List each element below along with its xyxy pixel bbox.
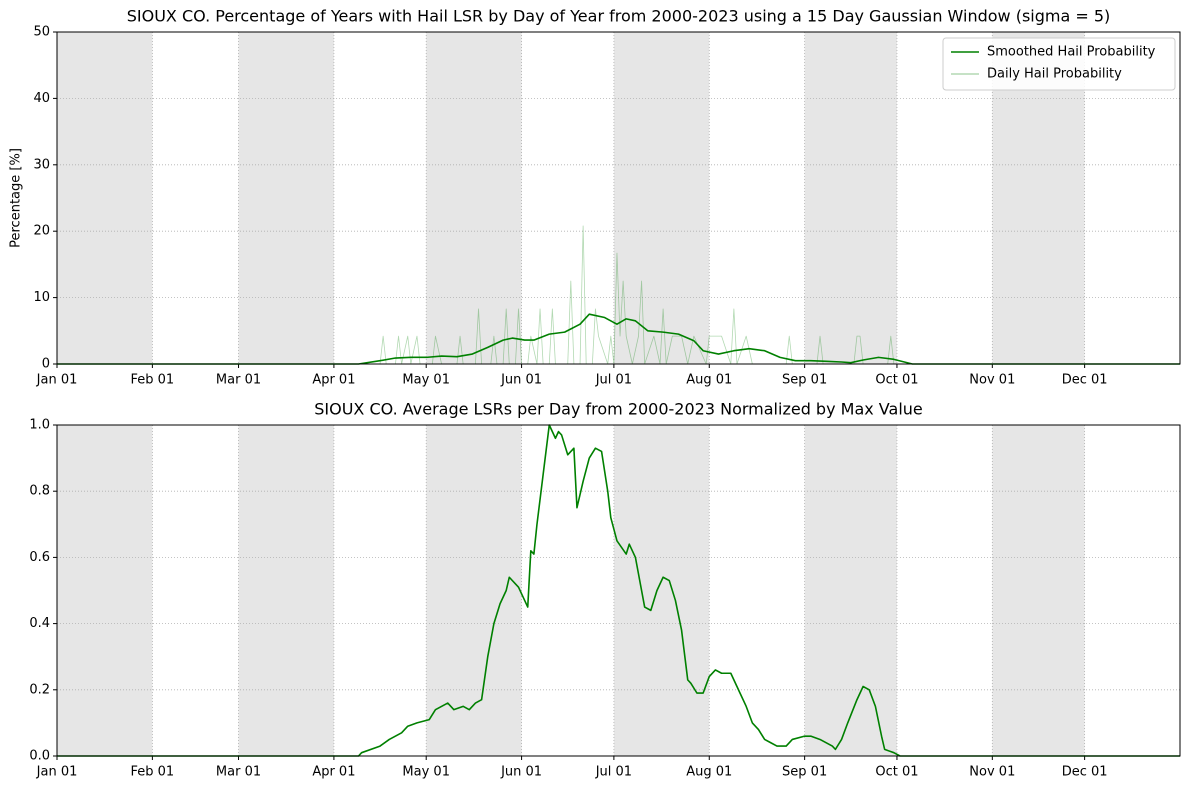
x-tick-label: May 01 bbox=[402, 373, 450, 388]
y-tick-label: 50 bbox=[33, 25, 50, 40]
x-tick-label: Dec 01 bbox=[1062, 373, 1108, 388]
month-shade bbox=[613, 425, 710, 756]
x-tick-label: Dec 01 bbox=[1062, 765, 1108, 780]
x-tick-label: Feb 01 bbox=[131, 373, 175, 388]
y-tick-label: 0 bbox=[42, 357, 50, 372]
x-tick-label: Jun 01 bbox=[500, 765, 542, 780]
month-shade bbox=[57, 425, 153, 756]
month-shade bbox=[804, 32, 897, 364]
x-tick-label: Jun 01 bbox=[500, 373, 542, 388]
x-tick-label: Feb 01 bbox=[131, 765, 175, 780]
x-tick-label: May 01 bbox=[402, 765, 450, 780]
y-tick-label: 0.2 bbox=[29, 682, 50, 697]
month-shade bbox=[57, 32, 153, 364]
month-shade bbox=[804, 425, 897, 756]
legend-label: Smoothed Hail Probability bbox=[987, 45, 1156, 60]
y-tick-label: 20 bbox=[33, 224, 50, 239]
legend-box bbox=[942, 37, 1176, 91]
month-shade bbox=[238, 425, 334, 756]
x-tick-label: Aug 01 bbox=[686, 765, 732, 780]
chart-title: SIOUX CO. Percentage of Years with Hail … bbox=[127, 7, 1111, 26]
x-tick-label: Oct 01 bbox=[875, 373, 918, 388]
month-shade bbox=[992, 425, 1085, 756]
y-axis-label: Percentage [%] bbox=[9, 148, 24, 248]
y-tick-label: 0.8 bbox=[29, 484, 50, 499]
y-tick-label: 40 bbox=[33, 91, 50, 106]
plot-frame bbox=[56, 31, 1181, 365]
x-tick-label: Aug 01 bbox=[686, 373, 732, 388]
month-shade bbox=[426, 32, 522, 364]
y-tick-label: 0.0 bbox=[29, 749, 50, 764]
x-tick-label: Jul 01 bbox=[595, 373, 632, 388]
x-tick-label: Apr 01 bbox=[312, 765, 355, 780]
month-shade bbox=[613, 32, 710, 364]
series-line bbox=[57, 424, 1180, 757]
y-tick-label: 0.4 bbox=[29, 616, 50, 631]
plot-frame bbox=[56, 424, 1181, 757]
x-tick-label: Apr 01 bbox=[312, 373, 355, 388]
x-tick-label: Nov 01 bbox=[969, 373, 1015, 388]
series-line bbox=[57, 313, 1180, 365]
x-tick-label: Jul 01 bbox=[595, 765, 632, 780]
x-tick-label: Nov 01 bbox=[969, 765, 1015, 780]
x-tick-label: Sep 01 bbox=[782, 765, 827, 780]
x-tick-label: Mar 01 bbox=[216, 373, 261, 388]
x-tick-label: Jan 01 bbox=[36, 373, 78, 388]
x-tick-label: Mar 01 bbox=[216, 765, 261, 780]
legend-label: Daily Hail Probability bbox=[987, 67, 1122, 82]
x-tick-label: Oct 01 bbox=[875, 765, 918, 780]
month-shade bbox=[238, 32, 334, 364]
y-tick-label: 10 bbox=[33, 290, 50, 305]
x-tick-label: Jan 01 bbox=[36, 765, 78, 780]
y-tick-label: 30 bbox=[33, 157, 50, 172]
y-tick-label: 0.6 bbox=[29, 550, 50, 565]
chart-title: SIOUX CO. Average LSRs per Day from 2000… bbox=[314, 400, 923, 419]
x-tick-label: Sep 01 bbox=[782, 373, 827, 388]
y-tick-label: 1.0 bbox=[29, 418, 50, 433]
